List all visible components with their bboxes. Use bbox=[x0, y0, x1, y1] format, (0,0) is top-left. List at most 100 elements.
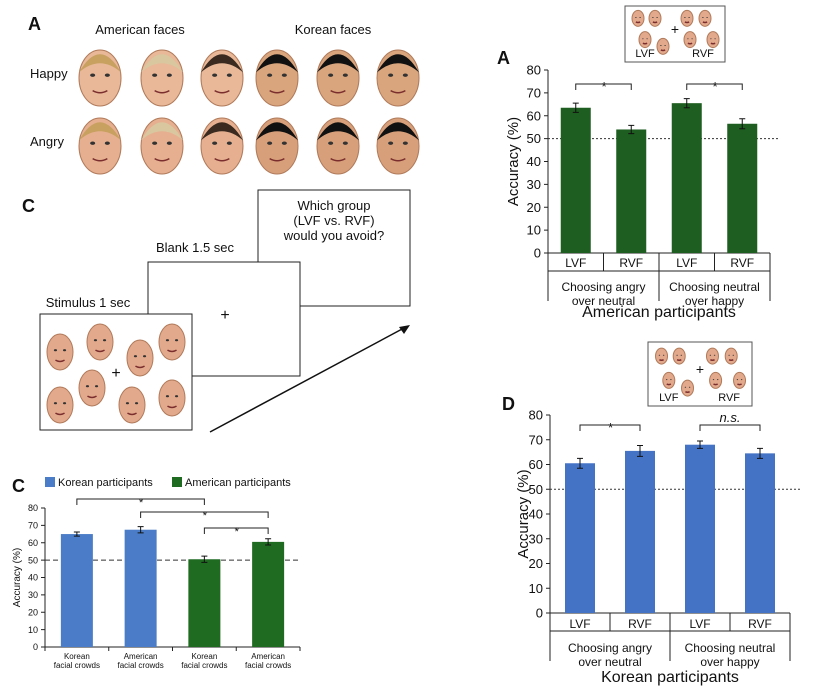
face-mouth bbox=[55, 412, 65, 416]
face-hair bbox=[377, 122, 419, 141]
bar bbox=[616, 129, 647, 253]
bar bbox=[727, 123, 758, 253]
face-mouth bbox=[713, 383, 719, 386]
face-mouth bbox=[390, 157, 406, 162]
x-tick-label: American facial crowds bbox=[118, 652, 164, 670]
face-image bbox=[683, 31, 697, 49]
face-eye bbox=[709, 354, 712, 356]
bar bbox=[124, 529, 157, 647]
face-eye bbox=[687, 38, 689, 40]
column-label: Korean faces bbox=[295, 22, 372, 37]
face-image bbox=[78, 369, 106, 407]
significance-label: * bbox=[202, 510, 207, 522]
bar bbox=[671, 103, 702, 253]
y-tick-label: 10 bbox=[529, 581, 543, 596]
face-mouth bbox=[652, 21, 658, 24]
error-bar bbox=[683, 98, 690, 109]
face-eye bbox=[688, 386, 691, 388]
face-image bbox=[681, 379, 695, 397]
error-bar bbox=[697, 440, 703, 449]
face-hair bbox=[201, 122, 243, 141]
face-eye bbox=[212, 141, 218, 145]
face-image bbox=[655, 347, 669, 365]
inset-label: LVF bbox=[635, 48, 655, 60]
step-label: Blank 1.5 sec bbox=[156, 240, 235, 255]
face-mouth bbox=[269, 157, 285, 162]
face-eye bbox=[174, 395, 179, 398]
face-mouth bbox=[330, 157, 346, 162]
legend-label: American participants bbox=[185, 477, 291, 489]
y-tick-label: 20 bbox=[28, 607, 38, 617]
face-eye bbox=[53, 402, 58, 405]
error-bar bbox=[265, 538, 272, 546]
face-eye bbox=[102, 339, 107, 342]
group-label: Choosing angry over neutral bbox=[568, 641, 652, 669]
face-eye bbox=[62, 349, 67, 352]
face-mouth bbox=[154, 89, 170, 94]
y-tick-label: 20 bbox=[527, 200, 541, 215]
face-eye bbox=[713, 354, 716, 356]
y-tick-label: 40 bbox=[28, 573, 38, 583]
error-bar bbox=[628, 124, 635, 135]
face-image bbox=[680, 9, 694, 27]
y-tick-label: 0 bbox=[534, 246, 541, 261]
significance-bracket bbox=[76, 498, 205, 505]
significance-label: * bbox=[601, 79, 607, 94]
face-eye bbox=[104, 73, 110, 77]
panel-label: D bbox=[502, 394, 515, 414]
y-tick-label: 10 bbox=[527, 223, 541, 238]
face-mouth bbox=[737, 383, 742, 386]
face-eye bbox=[212, 73, 218, 77]
face-mouth bbox=[676, 359, 682, 362]
significance-label: * bbox=[138, 497, 143, 509]
y-tick-label: 80 bbox=[527, 63, 541, 78]
fixation: + bbox=[696, 361, 704, 377]
face-eye bbox=[702, 17, 704, 18]
y-tick-label: 0 bbox=[536, 606, 543, 621]
face-eye bbox=[90, 73, 96, 77]
face-image bbox=[46, 386, 74, 424]
face-mouth bbox=[330, 89, 346, 94]
y-tick-label: 30 bbox=[529, 531, 543, 546]
face-eye bbox=[662, 354, 665, 356]
face-eye bbox=[62, 402, 67, 405]
y-tick-label: 30 bbox=[28, 590, 38, 600]
face-mouth bbox=[687, 42, 693, 45]
face-mouth bbox=[167, 405, 177, 409]
y-tick-label: 80 bbox=[529, 408, 543, 423]
face-image bbox=[126, 339, 154, 377]
y-tick-label: 20 bbox=[529, 556, 543, 571]
bar bbox=[625, 450, 655, 613]
row-label: Angry bbox=[30, 134, 64, 149]
x-tick-label: RVF bbox=[628, 617, 652, 631]
face-eye bbox=[174, 339, 179, 342]
error-bar bbox=[73, 531, 80, 537]
x-tick-label: Korean facial crowds bbox=[54, 652, 100, 670]
y-axis-label: Accuracy (%) bbox=[12, 548, 23, 607]
significance-bracket bbox=[140, 511, 269, 518]
face-hair bbox=[317, 54, 359, 73]
face-eye bbox=[670, 379, 672, 381]
face-mouth bbox=[167, 349, 177, 353]
face-eye bbox=[716, 379, 719, 381]
x-axis-label: American participants bbox=[582, 304, 736, 321]
significance-label: * bbox=[607, 420, 613, 435]
significance-bracket bbox=[575, 83, 632, 90]
arrow-head bbox=[399, 325, 410, 334]
x-tick-label: Korean facial crowds bbox=[181, 652, 227, 670]
legend-swatch bbox=[45, 477, 55, 487]
bar bbox=[60, 534, 93, 647]
error-bar bbox=[577, 457, 583, 469]
y-tick-label: 40 bbox=[527, 154, 541, 169]
y-tick-label: 60 bbox=[529, 457, 543, 472]
error-bar bbox=[137, 526, 144, 534]
bar bbox=[745, 453, 775, 613]
x-tick-label: LVF bbox=[676, 256, 697, 270]
face-eye bbox=[281, 141, 287, 145]
group-label: Choosing neutral over happy bbox=[669, 280, 760, 308]
face-image bbox=[638, 31, 652, 49]
time-arrow bbox=[209, 327, 405, 433]
y-axis-label: Accuracy (%) bbox=[505, 117, 522, 206]
inset-label: LVF bbox=[659, 392, 679, 404]
significance-bracket bbox=[699, 424, 761, 431]
